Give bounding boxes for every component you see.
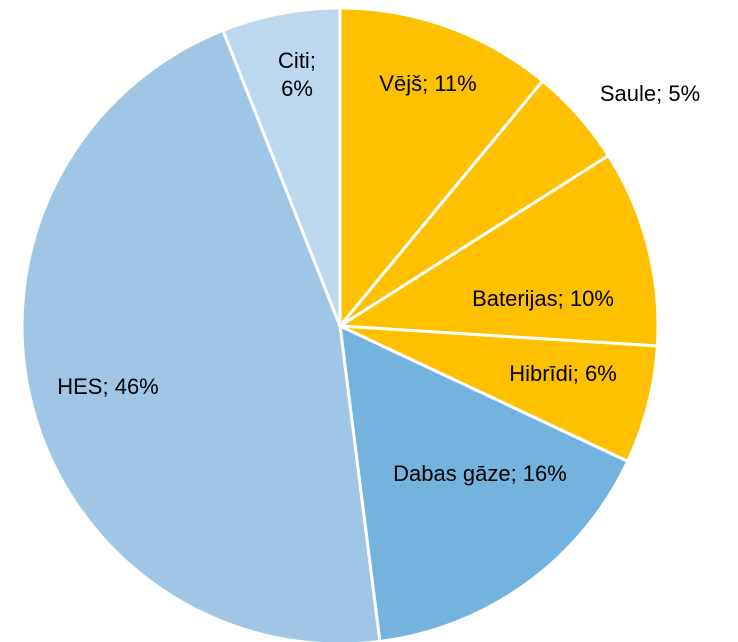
data-label: Baterijas; 10% [472,286,614,311]
pie-slice [220,6,342,327]
pie-slice [20,28,382,642]
data-label: Dabas gāze; 16% [393,461,567,486]
data-label-line: Citi; [278,48,316,73]
data-label: Saule; 5% [600,81,700,106]
pie-slice [338,323,630,642]
data-label: Hibrīdi; 6% [509,361,617,386]
pie-slice [339,324,659,464]
data-label: Vējš; 11% [379,71,476,96]
pie-slice [338,6,545,331]
data-label: HES; 46% [57,374,159,399]
data-label: Citi; 6% [278,48,316,101]
data-label-line: 6% [281,76,313,101]
pie-slice [335,153,660,348]
